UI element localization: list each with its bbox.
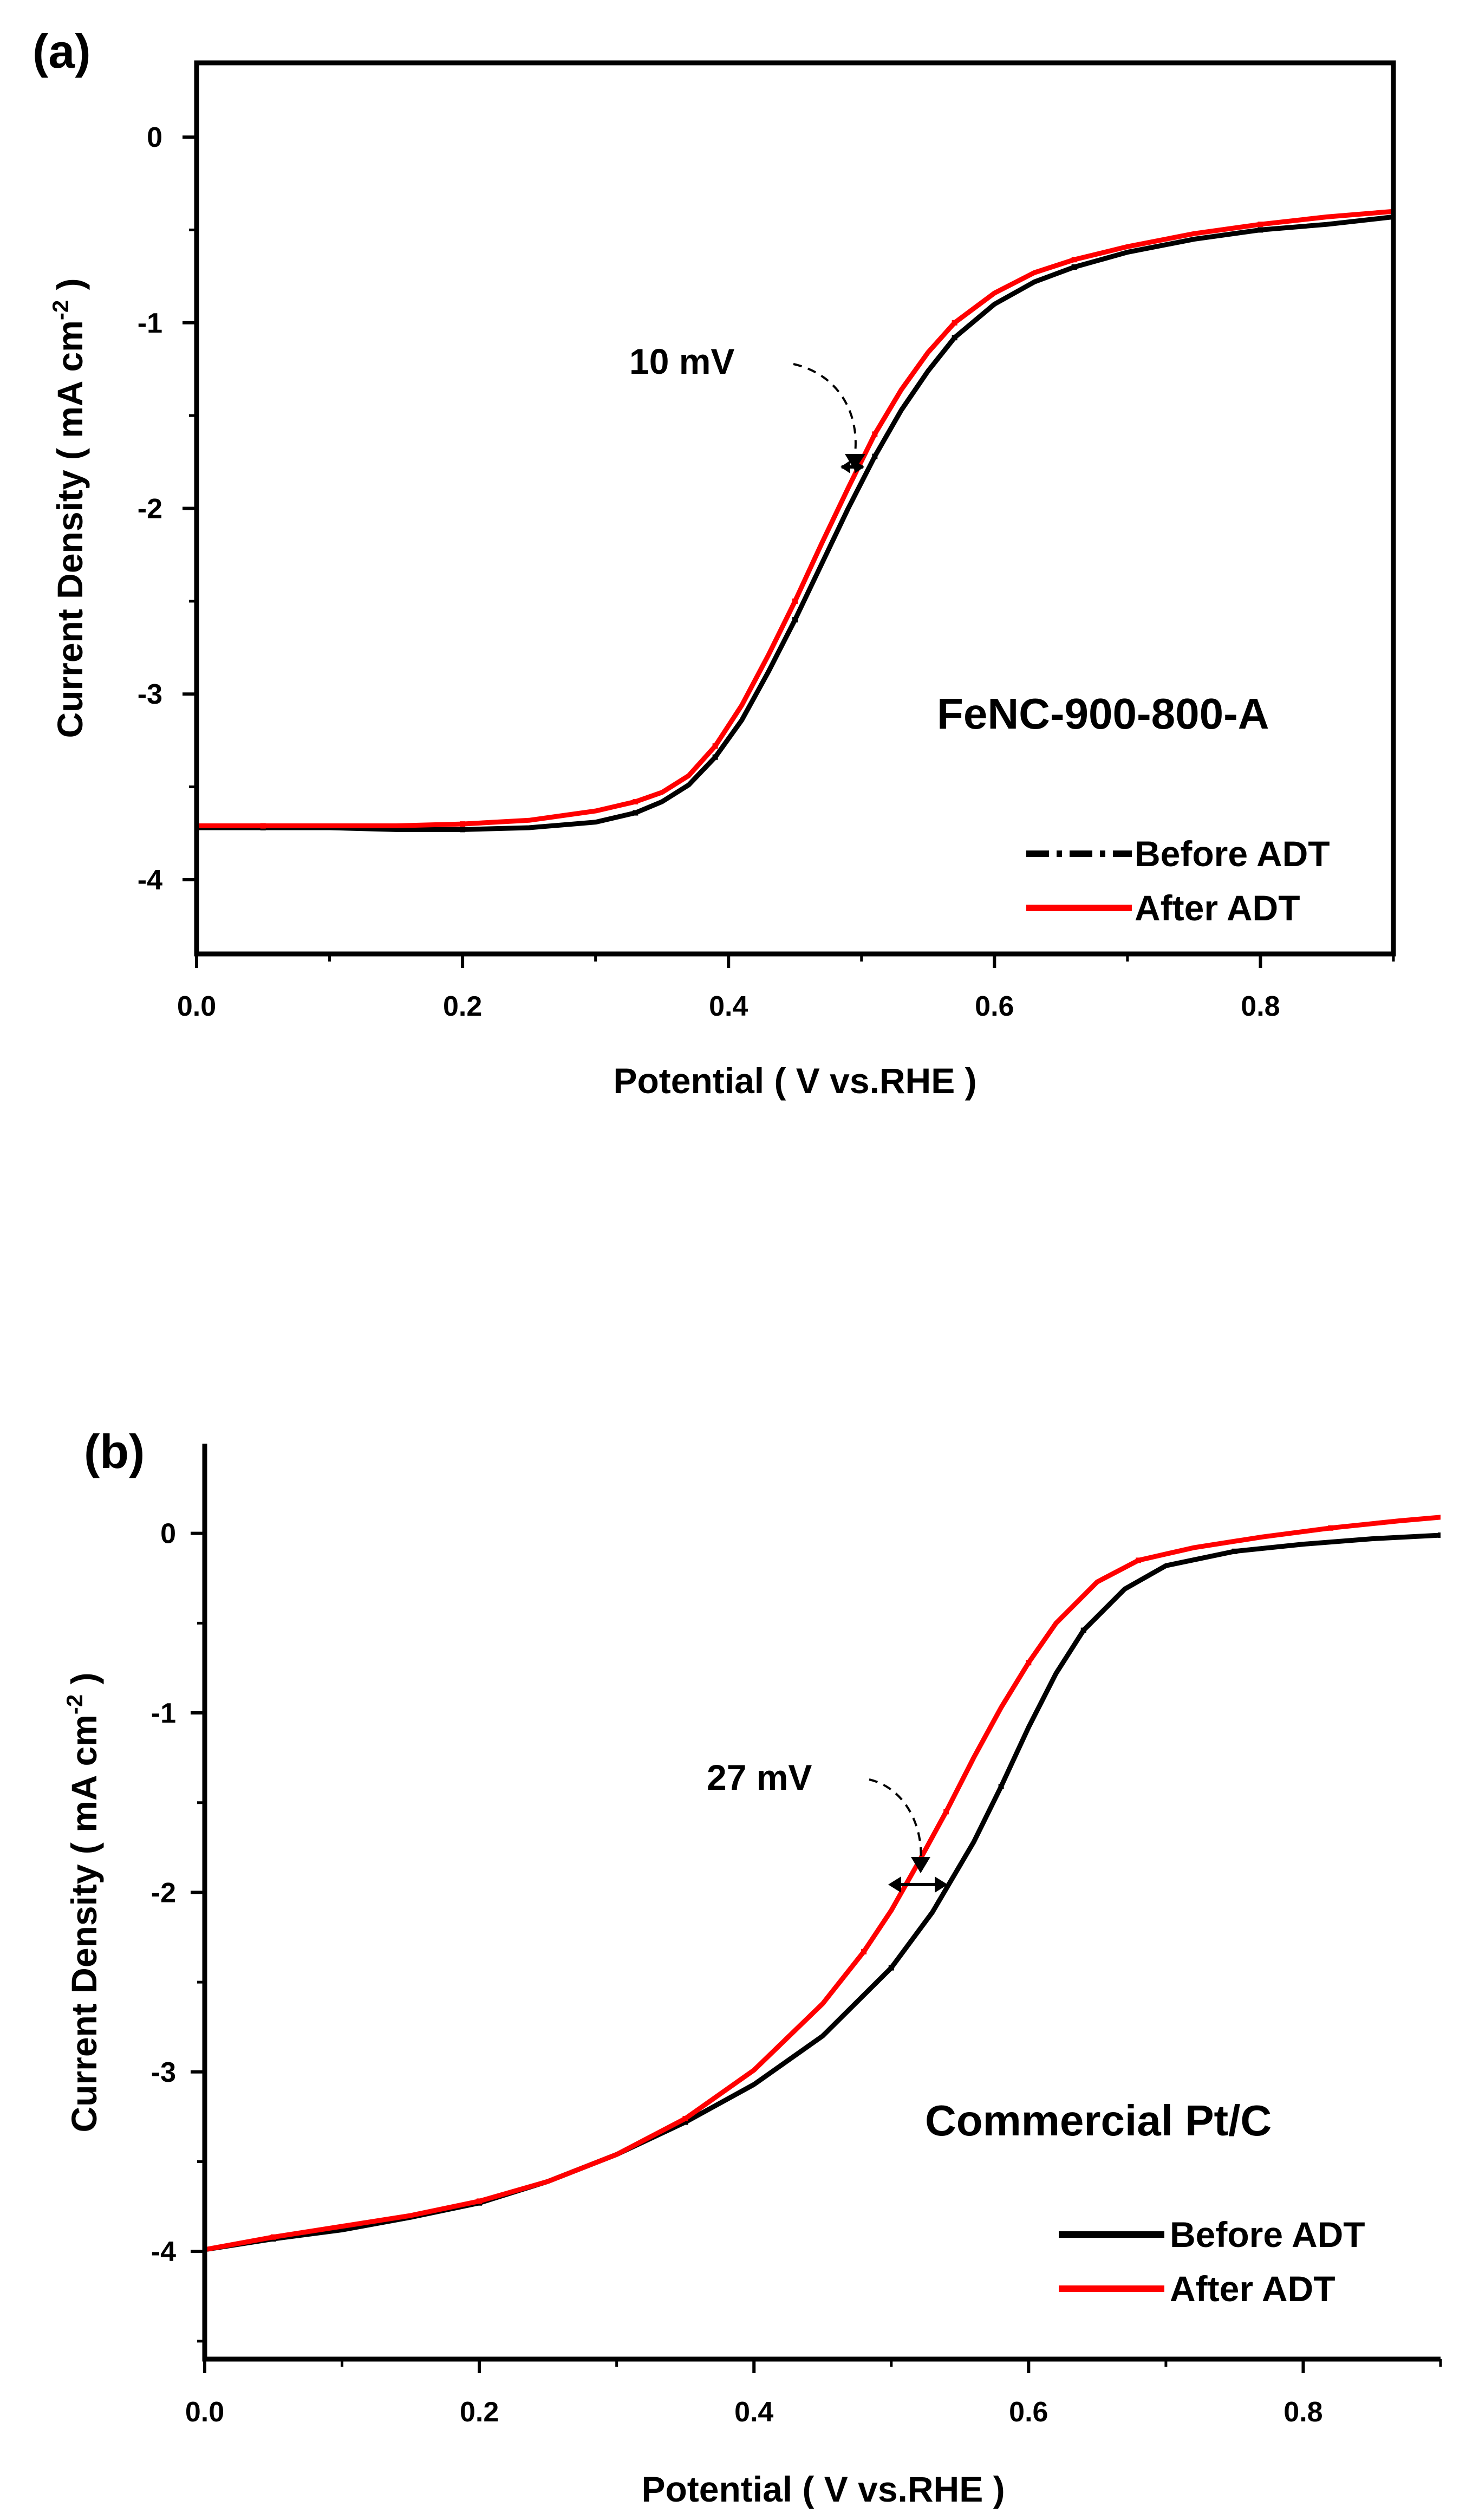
data-point-after-adt: [633, 798, 638, 804]
data-point-after-adt: [460, 821, 466, 827]
data-point-before-adt: [1438, 1532, 1441, 1538]
legend: Before ADT After ADT: [1059, 2214, 1365, 2309]
tick-label-group: 0.0 0.2 0.4 0.6 0.8 0 -1 -2 -3 -4: [138, 122, 1280, 1022]
y-tick-label: -3: [151, 2057, 176, 2088]
y-axis-title: Current Density ( mA cm-2 ): [48, 278, 90, 738]
y-tick-label: 0: [160, 1518, 176, 1550]
data-point-after-adt: [792, 598, 798, 604]
data-point-before-adt: [460, 827, 466, 833]
series-line-before-adt: [197, 214, 1393, 832]
y-tick-label: -1: [138, 308, 162, 339]
y-tick-label: -4: [151, 2236, 176, 2268]
data-point-after-adt: [872, 431, 878, 437]
legend-label-after-adt: After ADT: [1135, 888, 1300, 928]
y-axis-title-superscript: -2: [48, 300, 73, 320]
data-point-before-adt: [633, 810, 638, 816]
annotation: 27 mV: [707, 1757, 948, 1893]
tick-group: [191, 1531, 1442, 2373]
legend: Before ADT After ADT: [1026, 834, 1330, 928]
data-point-before-adt: [872, 453, 878, 459]
panel-b: (b) 0.0 0.2 0.4 0.6 0.8 0 -1 -2 -3 -4 Potential (…: [62, 1425, 1442, 2509]
data-point-after-adt: [1328, 1525, 1334, 1531]
x-tick-label: 0.0: [177, 991, 216, 1022]
annotation-arrow: [869, 1778, 922, 1861]
y-tick-label: -2: [138, 493, 162, 525]
data-point-after-adt: [270, 2234, 276, 2240]
data-point-before-adt: [952, 335, 957, 341]
legend-label-before-adt: Before ADT: [1135, 834, 1330, 874]
shift-marker-right-arrowhead: [935, 1876, 948, 1893]
x-tick-label: 0.6: [1009, 2396, 1048, 2428]
data-point-after-adt: [1071, 257, 1077, 263]
annotation: 10 mV: [629, 341, 865, 473]
data-point-before-adt: [998, 1783, 1004, 1789]
y-tick-label: -4: [138, 865, 162, 896]
series-line-after-adt: [197, 209, 1393, 828]
data-point-after-adt: [1136, 1557, 1142, 1563]
x-tick-label: 0.4: [709, 991, 748, 1022]
legend-label-before-adt: Before ADT: [1170, 2214, 1365, 2255]
plot-content: [197, 209, 1393, 833]
y-axis-title: Current Density ( mA cm-2 ): [62, 1672, 104, 2132]
y-tick-label: -2: [151, 1877, 176, 1908]
data-point-before-adt: [888, 1965, 894, 1971]
data-point-before-adt: [712, 754, 718, 760]
sample-label: Commercial Pt/C: [925, 2096, 1272, 2145]
data-point-after-adt: [260, 823, 266, 829]
panel-label: (b): [84, 1425, 145, 1478]
data-point-after-adt: [861, 1949, 867, 1954]
shift-marker-left-arrowhead: [840, 460, 850, 473]
annotation-arrow: [793, 363, 857, 458]
data-point-after-adt: [1257, 222, 1263, 228]
data-point-before-adt: [682, 2119, 688, 2125]
data-point-after-adt: [1026, 1660, 1032, 1666]
x-tick-label: 0.8: [1283, 2396, 1322, 2428]
x-tick-label: 0.2: [443, 991, 482, 1022]
x-tick-label: 0.2: [460, 2396, 499, 2428]
x-tick-label: 0.8: [1241, 991, 1280, 1022]
x-axis-title: Potential ( V vs.RHE ): [613, 1061, 976, 1101]
tick-group: [183, 135, 1395, 968]
data-point-after-adt: [712, 743, 718, 749]
annotation-text: 10 mV: [629, 341, 734, 381]
y-tick-label: -3: [138, 679, 162, 710]
x-axis-title: Potential ( V vs.RHE ): [641, 2469, 1005, 2509]
shift-marker-left-arrowhead: [888, 1876, 901, 1893]
data-point-after-adt: [477, 2198, 483, 2204]
y-tick-label: 0: [147, 122, 162, 153]
tick-label-group: 0.0 0.2 0.4 0.6 0.8 0 -1 -2 -3 -4: [151, 1518, 1323, 2428]
data-point-after-adt: [682, 2115, 688, 2121]
data-point-after-adt: [952, 320, 957, 326]
data-point-before-adt: [792, 617, 798, 623]
data-point-after-adt: [943, 1809, 949, 1815]
data-point-before-adt: [1071, 264, 1077, 270]
annotation-text: 27 mV: [707, 1757, 812, 1797]
data-point-before-adt: [1080, 1627, 1086, 1633]
data-point-before-adt: [1257, 227, 1263, 233]
legend-label-after-adt: After ADT: [1170, 2269, 1335, 2309]
y-tick-label: -1: [151, 1698, 176, 1729]
panel-a: (a) 0.0 0.2 0.4 0.6 0.8 0 -1 -2 -3 -4 Potential (…: [32, 24, 1396, 1101]
y-axis-title-superscript: -2: [62, 1694, 87, 1714]
x-tick-label: 0.4: [734, 2396, 773, 2428]
plot-frame: [194, 60, 1396, 957]
data-point-before-adt: [1232, 1548, 1237, 1554]
sample-label: FeNC-900-800-A: [937, 690, 1269, 738]
x-tick-label: 0.0: [185, 2396, 224, 2428]
x-tick-label: 0.6: [975, 991, 1014, 1022]
shift-marker-right-arrowhead: [855, 460, 864, 473]
annotation-arrowhead: [911, 1857, 930, 1873]
panel-label: (a): [32, 24, 91, 78]
